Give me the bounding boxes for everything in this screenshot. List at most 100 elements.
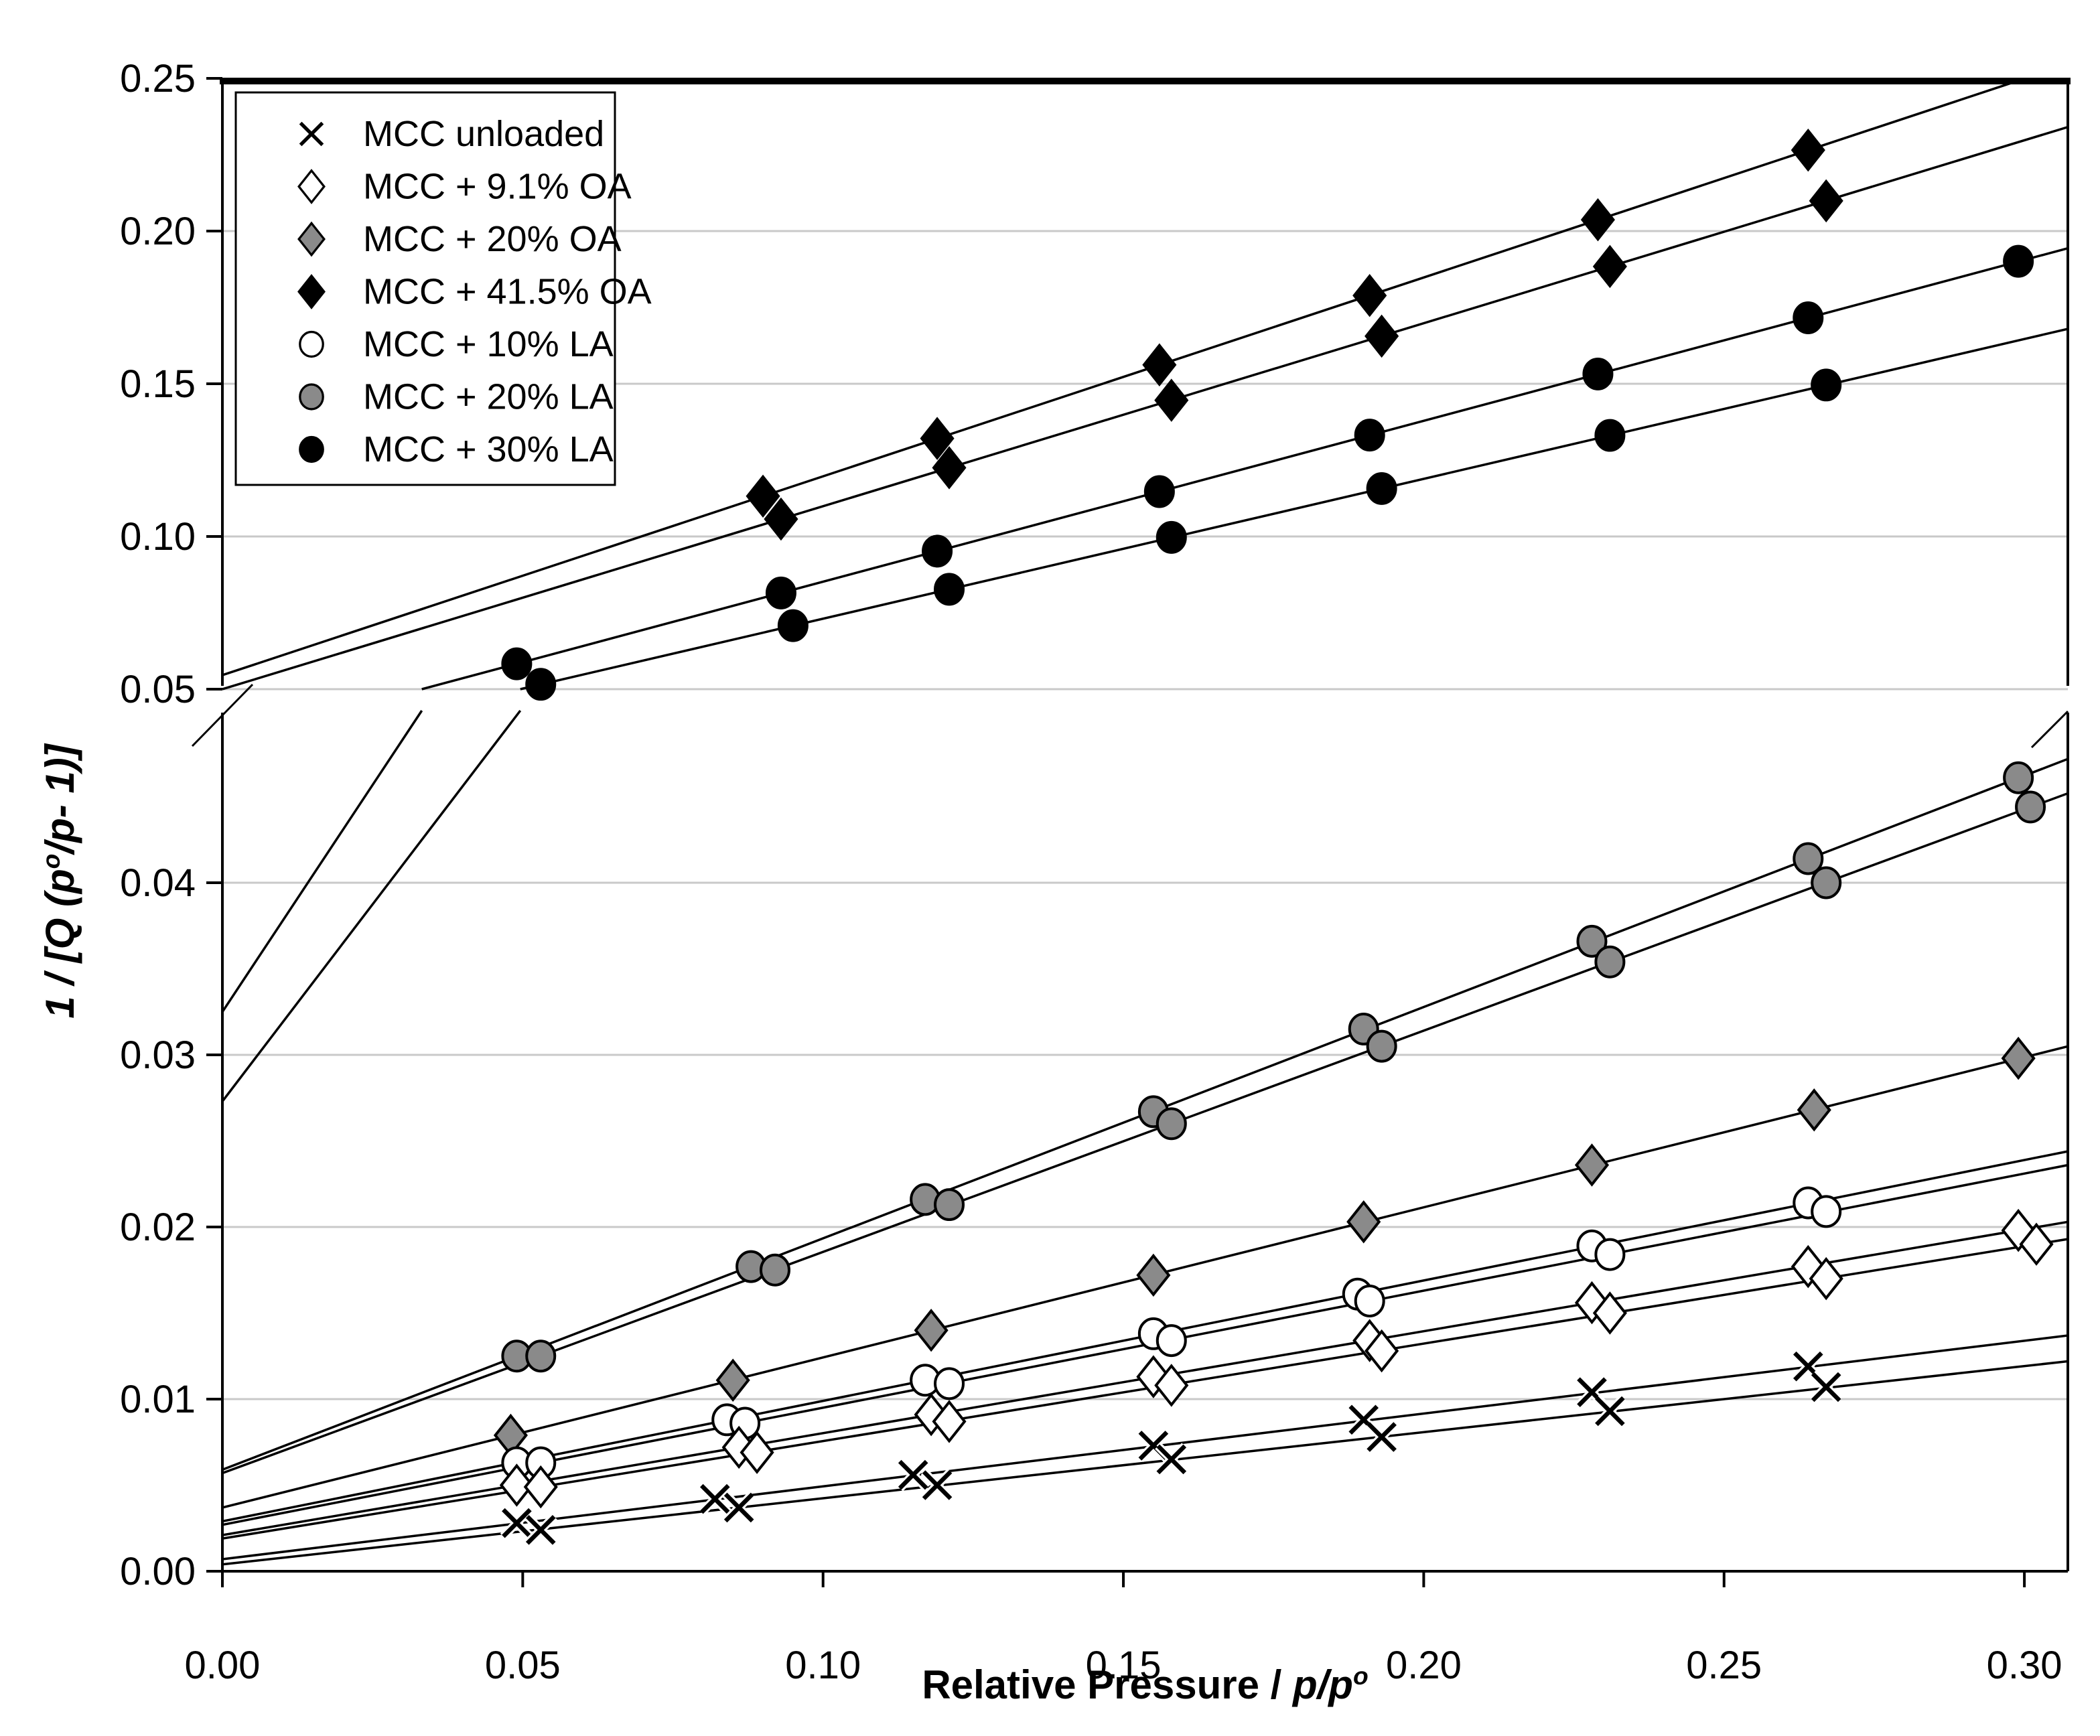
x-stroke — [1348, 1404, 1379, 1435]
x-stroke — [699, 1484, 730, 1514]
data-point-marker — [1365, 1420, 1399, 1454]
marker-diamond-open — [297, 169, 326, 204]
data-point-marker — [759, 1253, 790, 1287]
marker-diamond-gray — [297, 221, 326, 257]
y-tick-label: 0.20 — [120, 210, 196, 253]
data-point-marker — [1580, 198, 1615, 242]
x-stroke — [1577, 1377, 1607, 1408]
axis-ticks: 0.00 0.05 0.10 0.15 0.20 0.25 0.30 0.25 0.20 0.15… — [120, 57, 2062, 1687]
axis-break-mark — [191, 683, 254, 747]
series-mcc-41-5-oa — [222, 78, 2068, 691]
y-tick-label: 0.05 — [120, 668, 196, 711]
data-point-marker — [1592, 244, 1627, 289]
fit-line — [222, 125, 2068, 691]
data-point-marker — [922, 534, 953, 568]
fit-line — [222, 709, 522, 1102]
x-stroke — [1595, 1396, 1625, 1427]
bet-plot-figure: 0.00 0.05 0.10 0.15 0.20 0.25 0.30 0.25 0.20 0.15… — [27, 11, 2100, 1725]
x-tick-label: 0.05 — [485, 1644, 561, 1687]
legend-item-mcc-30-la: MCC + 30% LA — [299, 429, 614, 469]
data-point-marker — [1594, 1238, 1626, 1271]
data-point-marker — [1156, 1324, 1187, 1358]
data-point-marker — [1136, 1253, 1171, 1297]
marker-circle-black — [299, 435, 324, 463]
data-point-marker — [914, 1308, 949, 1352]
data-point-marker — [525, 1340, 557, 1373]
data-point-marker — [934, 573, 965, 606]
data-point-marker — [1593, 1394, 1626, 1428]
data-point-marker — [1811, 866, 1842, 899]
legend-item-label: MCC + 10% LA — [363, 324, 614, 364]
marker-diamond-black — [297, 274, 326, 309]
legend-item-mcc-9-1-oa: MCC + 9.1% OA — [297, 167, 632, 207]
data-point-marker — [1366, 1029, 1397, 1063]
legend-item-mcc-20-la: MCC + 20% LA — [299, 377, 614, 417]
legend-item-label: MCC + 20% OA — [363, 219, 622, 259]
x-tick-label: 0.25 — [1686, 1644, 1762, 1687]
data-point-marker — [2003, 244, 2034, 278]
data-point-marker — [1592, 1291, 1627, 1335]
x-stroke — [502, 1508, 532, 1538]
legend: MCC unloaded MCC + 9.1% OA MCC + 20% OA MCC… — [234, 91, 652, 486]
data-point-marker — [1136, 1355, 1171, 1398]
legend-item-label: MCC + 30% LA — [363, 429, 614, 469]
x-tick-label: 0.20 — [1386, 1644, 1462, 1687]
bet-plot: 0.00 0.05 0.10 0.15 0.20 0.25 0.30 0.25 0.20 0.15… — [27, 11, 2100, 1725]
data-point-marker — [499, 1463, 534, 1507]
y-tick-label: 0.25 — [120, 57, 196, 100]
data-point-marker — [1791, 1244, 1825, 1289]
data-point-marker — [777, 609, 809, 642]
legend-item-mcc-41-5-oa: MCC + 41.5% OA — [297, 272, 652, 312]
legend-item-mcc-20-oa: MCC + 20% OA — [297, 219, 622, 259]
data-point-marker — [1154, 1364, 1189, 1407]
marker-x — [297, 120, 326, 148]
legend-item-label: MCC + 41.5% OA — [363, 272, 652, 312]
data-point-marker — [746, 474, 780, 518]
x-stroke — [1156, 1444, 1187, 1475]
data-point-marker — [2003, 761, 2034, 794]
data-point-marker — [524, 1513, 557, 1546]
data-point-marker — [1156, 520, 1187, 554]
data-point-marker — [1155, 1443, 1188, 1476]
x-tick-label: 0.30 — [1987, 1644, 2062, 1687]
data-point-marker — [932, 446, 967, 490]
data-point-marker — [1574, 1281, 1610, 1325]
data-point-marker — [1809, 1370, 1843, 1404]
data-point-marker — [934, 1188, 965, 1222]
data-point-marker — [1811, 1195, 1842, 1228]
data-point-marker — [1354, 1285, 1385, 1317]
y-tick-label: 0.04 — [120, 861, 196, 905]
marker-circle-open — [299, 330, 324, 358]
data-point-marker — [1346, 1200, 1381, 1244]
x-stroke — [299, 121, 324, 147]
data-point-marker — [500, 1506, 533, 1540]
legend-item-mcc-10-la: MCC + 10% LA — [299, 324, 614, 364]
data-point-marker — [2001, 1036, 2036, 1080]
data-point-marker — [501, 647, 533, 680]
fit-line — [222, 78, 2025, 676]
x-stroke — [1811, 1372, 1841, 1402]
data-point-marker — [1594, 945, 1626, 979]
data-point-marker — [1142, 343, 1177, 386]
x-stroke — [1793, 1351, 1823, 1382]
data-point-marker — [1797, 1088, 1831, 1132]
data-point-marker — [1156, 1107, 1187, 1141]
legend-item-label: MCC + 20% LA — [363, 377, 614, 417]
data-point-marker — [914, 1392, 949, 1437]
data-point-marker — [1793, 842, 1824, 875]
data-point-marker — [715, 1358, 750, 1402]
data-point-marker — [1366, 472, 1397, 505]
data-point-marker — [1576, 924, 1608, 958]
data-point-marker — [2015, 790, 2046, 824]
data-point-marker — [1364, 1329, 1399, 1373]
data-point-marker — [1354, 419, 1385, 452]
data-point-marker — [1594, 419, 1626, 452]
x-tick-label: 0.00 — [185, 1644, 261, 1687]
x-tick-label: 0.15 — [1086, 1644, 1162, 1687]
data-point-marker — [722, 1491, 756, 1524]
y-tick-label: 0.15 — [120, 362, 196, 406]
data-point-marker — [1793, 301, 1824, 334]
data-point-marker — [525, 668, 557, 701]
marker-circle-gray — [299, 383, 324, 411]
legend-item-mcc-unloaded: MCC unloaded — [297, 114, 604, 154]
